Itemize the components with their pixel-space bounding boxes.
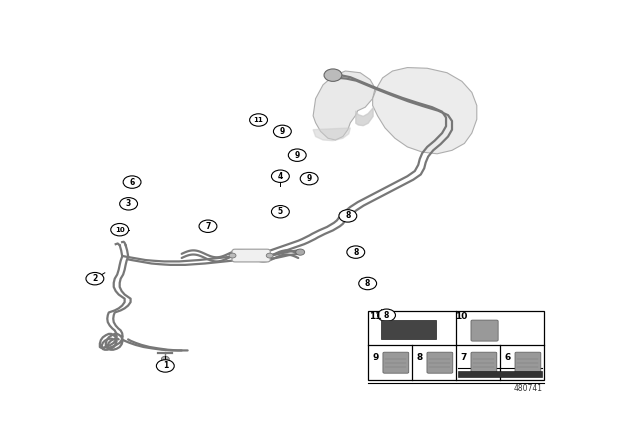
Circle shape [86, 272, 104, 285]
Text: 2: 2 [92, 274, 97, 283]
Circle shape [378, 309, 396, 322]
FancyBboxPatch shape [232, 249, 270, 262]
Text: 1: 1 [163, 362, 168, 370]
Text: 11: 11 [369, 312, 381, 322]
Circle shape [120, 198, 138, 210]
Text: 11: 11 [253, 117, 264, 123]
Text: 8: 8 [345, 211, 351, 220]
Polygon shape [313, 128, 350, 141]
Circle shape [288, 149, 306, 161]
Circle shape [347, 246, 365, 258]
Bar [367, 311, 544, 380]
Circle shape [199, 220, 217, 233]
Circle shape [339, 210, 356, 222]
Circle shape [271, 170, 289, 182]
Text: 480741: 480741 [514, 384, 543, 393]
Text: 6: 6 [504, 353, 511, 362]
Circle shape [111, 224, 129, 236]
FancyBboxPatch shape [427, 352, 453, 373]
FancyBboxPatch shape [515, 352, 541, 373]
Circle shape [123, 176, 141, 188]
Text: 10: 10 [115, 227, 125, 233]
Text: 9: 9 [280, 127, 285, 136]
FancyBboxPatch shape [381, 320, 436, 339]
Text: 7: 7 [205, 222, 211, 231]
Circle shape [296, 249, 305, 255]
Text: 8: 8 [417, 353, 423, 362]
FancyBboxPatch shape [471, 352, 497, 373]
Text: 8: 8 [353, 248, 358, 257]
Text: 10: 10 [455, 312, 467, 322]
Text: 6: 6 [129, 177, 134, 186]
Text: 9: 9 [294, 151, 300, 159]
FancyBboxPatch shape [383, 352, 409, 373]
Text: 3: 3 [126, 199, 131, 208]
Circle shape [273, 125, 291, 138]
Text: 5: 5 [278, 207, 283, 216]
FancyBboxPatch shape [458, 371, 541, 377]
Circle shape [300, 172, 318, 185]
Text: 9: 9 [372, 353, 379, 362]
Circle shape [250, 114, 268, 126]
Circle shape [359, 277, 376, 290]
Text: 4: 4 [278, 172, 283, 181]
Polygon shape [372, 68, 477, 154]
Polygon shape [313, 71, 375, 140]
FancyBboxPatch shape [471, 320, 498, 341]
Text: 9: 9 [307, 174, 312, 183]
Circle shape [271, 206, 289, 218]
Text: 8: 8 [384, 311, 389, 320]
Text: 8: 8 [365, 279, 371, 288]
Circle shape [229, 253, 236, 258]
Circle shape [161, 356, 169, 362]
Circle shape [266, 253, 273, 258]
Text: 7: 7 [460, 353, 467, 362]
Circle shape [156, 360, 174, 372]
Circle shape [324, 69, 342, 82]
